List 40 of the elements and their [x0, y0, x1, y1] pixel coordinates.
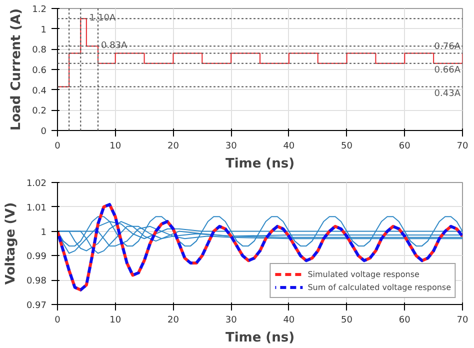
legend-label: Simulated voltage response	[308, 268, 420, 280]
legend-label: Sum of calculated voltage response	[308, 282, 451, 293]
x-tick-label: 20	[167, 316, 180, 326]
x-tick-label: 30	[225, 316, 238, 326]
annotation: 0.66A	[434, 65, 462, 76]
y-tick-label: 1.02	[26, 179, 47, 189]
y-tick-label: 0.4	[32, 86, 47, 96]
x-tick-label: 60	[398, 142, 411, 152]
x-tick-label: 0	[54, 316, 61, 326]
annotation: 0.76A	[434, 42, 462, 52]
x-tick-label: 70	[456, 142, 468, 152]
annotation: 0.43A	[434, 88, 462, 99]
x-axis-title: Time (ns)	[225, 330, 295, 346]
x-tick-label: 10	[110, 316, 122, 326]
x-tick-label: 50	[341, 142, 353, 152]
y-tick-label: 1	[40, 25, 47, 36]
y-tick-label: 1.01	[26, 203, 47, 214]
x-tick-label: 40	[283, 316, 295, 326]
annotation: 1.10A	[89, 14, 116, 24]
y-tick-label: 0.99	[26, 252, 47, 262]
y-axis-title: Load Current (A)	[9, 8, 24, 131]
x-axis-title: Time (ns)	[225, 156, 295, 172]
y-axis-title: Voltage (V)	[3, 202, 18, 285]
y-tick-label: 1	[40, 228, 47, 238]
x-tick-label: 10	[110, 142, 122, 152]
x-tick-label: 30	[225, 142, 238, 152]
x-tick-label: 0	[54, 142, 61, 152]
y-tick-label: 0.6	[32, 66, 47, 76]
y-tick-label: 0.8	[32, 46, 47, 56]
y-tick-label: 0.97	[26, 301, 47, 311]
y-tick-label: 0.2	[32, 106, 47, 117]
y-tick-label: 1.2	[32, 5, 47, 15]
x-tick-label: 40	[283, 142, 295, 152]
y-tick-label: 0.98	[26, 276, 47, 287]
x-tick-label: 20	[167, 142, 180, 152]
y-tick-label: 0	[40, 127, 47, 137]
x-tick-label: 50	[341, 316, 353, 326]
x-tick-label: 60	[398, 316, 411, 326]
annotation: 0.83A	[101, 41, 128, 52]
x-tick-label: 70	[456, 316, 468, 326]
